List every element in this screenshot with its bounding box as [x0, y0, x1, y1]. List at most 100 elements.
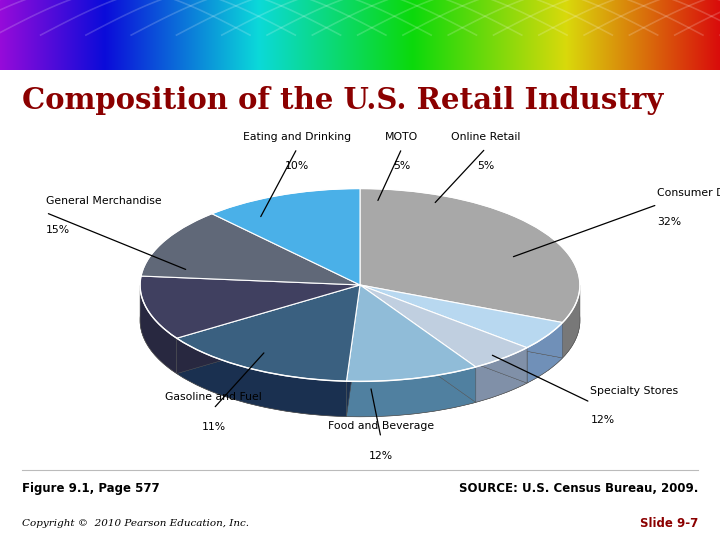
Bar [171, 0, 172, 70]
Bar [486, 0, 487, 70]
Bar [447, 0, 448, 70]
Bar [472, 0, 473, 70]
Bar [205, 0, 206, 70]
Bar [718, 0, 719, 70]
Bar [318, 0, 319, 70]
Bar [480, 0, 481, 70]
Bar [646, 0, 647, 70]
Bar [106, 0, 107, 70]
Bar [677, 0, 678, 70]
Bar [655, 0, 656, 70]
Bar [496, 0, 497, 70]
Bar [278, 0, 279, 70]
Bar [511, 0, 512, 70]
Bar [394, 0, 395, 70]
Bar [294, 0, 295, 70]
Bar [147, 0, 148, 70]
Bar [89, 0, 90, 70]
Bar [191, 0, 192, 70]
Bar [121, 0, 122, 70]
Bar [184, 0, 185, 70]
Bar [359, 0, 360, 70]
Bar [371, 0, 372, 70]
Bar [588, 0, 589, 70]
Bar [172, 0, 173, 70]
Bar [52, 0, 53, 70]
Bar [465, 0, 466, 70]
Bar [585, 0, 586, 70]
Bar [711, 0, 712, 70]
Bar [103, 0, 104, 70]
Bar [688, 0, 689, 70]
Bar [356, 0, 357, 70]
Bar [217, 0, 218, 70]
Bar [68, 0, 69, 70]
Bar [247, 0, 248, 70]
Bar [198, 0, 199, 70]
Bar [501, 0, 502, 70]
Bar [86, 0, 87, 70]
Bar [108, 0, 109, 70]
Bar [202, 0, 203, 70]
Bar [140, 0, 141, 70]
Bar [407, 0, 408, 70]
Bar [698, 0, 699, 70]
Bar [413, 0, 414, 70]
Bar [305, 0, 306, 70]
Bar [635, 0, 636, 70]
Bar [583, 0, 584, 70]
Bar [206, 0, 207, 70]
Bar [396, 0, 397, 70]
Bar [248, 0, 249, 70]
Bar [232, 0, 233, 70]
Bar [174, 0, 175, 70]
Bar [444, 0, 445, 70]
Bar [672, 0, 673, 70]
Bar [659, 0, 660, 70]
Bar [404, 0, 405, 70]
Polygon shape [360, 285, 562, 358]
Bar [311, 0, 312, 70]
Bar [115, 0, 116, 70]
Polygon shape [346, 285, 360, 416]
Bar [75, 0, 76, 70]
Bar [448, 0, 449, 70]
Bar [233, 0, 234, 70]
Bar [695, 0, 696, 70]
Bar [51, 0, 52, 70]
Bar [129, 0, 130, 70]
Bar [14, 0, 15, 70]
Bar [529, 0, 530, 70]
Bar [323, 0, 324, 70]
Bar [504, 0, 505, 70]
Bar [279, 0, 280, 70]
Bar [240, 0, 241, 70]
Bar [374, 0, 375, 70]
Bar [694, 0, 695, 70]
Bar [500, 0, 501, 70]
Bar [382, 0, 383, 70]
Bar [82, 0, 83, 70]
Bar [690, 0, 691, 70]
Bar [139, 0, 140, 70]
Bar [484, 0, 485, 70]
Bar [537, 0, 538, 70]
Polygon shape [346, 367, 476, 417]
Bar [521, 0, 522, 70]
Bar [693, 0, 694, 70]
Bar [526, 0, 527, 70]
Bar [360, 0, 361, 70]
Bar [45, 0, 46, 70]
Bar [287, 0, 288, 70]
Bar [393, 0, 394, 70]
Bar [505, 0, 506, 70]
Bar [133, 0, 134, 70]
Bar [418, 0, 419, 70]
Bar [489, 0, 490, 70]
Bar [614, 0, 615, 70]
Bar [142, 0, 143, 70]
Bar [611, 0, 612, 70]
Bar [602, 0, 603, 70]
Bar [28, 0, 29, 70]
Bar [654, 0, 655, 70]
